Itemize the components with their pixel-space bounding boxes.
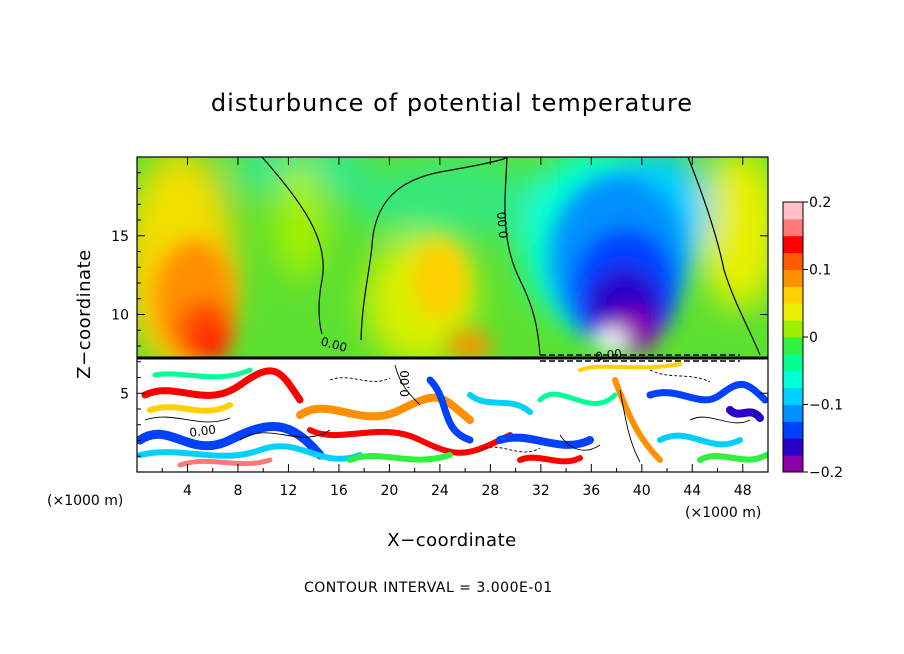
colorbar-swatch: [783, 370, 803, 389]
colorbar-swatch: [783, 320, 803, 338]
colorbar-swatch: [783, 337, 803, 355]
colorbar-swatch: [783, 438, 803, 456]
contour-interval-text: CONTOUR INTERVAL = 3.000E-01: [304, 580, 553, 596]
interface-line: 0.00: [137, 346, 768, 364]
svg-text:0.00: 0.00: [319, 334, 348, 354]
colorbar-swatch: [783, 286, 803, 304]
x-tick-label: 20: [380, 483, 398, 499]
colorbar-tick-label: −0.2: [809, 465, 843, 481]
colorbar-tick-label: 0: [809, 330, 818, 346]
colorbar-swatch: [783, 455, 803, 473]
z-axis: 5 10 15: [111, 172, 768, 457]
x-axis: 4 8 12 16 20 24 28 32 36 40 44 48: [161, 157, 752, 499]
colorbar-swatch: [783, 269, 803, 287]
colorbar-swatch: [783, 404, 803, 422]
colorbar: 0.2 0.1 0 −0.1 −0.2: [782, 195, 843, 481]
svg-text:0.00: 0.00: [398, 370, 412, 397]
x-tick-label: 40: [633, 483, 651, 499]
colorbar-tick-label: 0.2: [809, 195, 831, 211]
svg-text:0.00: 0.00: [594, 346, 622, 364]
svg-text:0.00: 0.00: [188, 422, 216, 440]
colorbar-tick-label: 0.1: [809, 263, 831, 279]
colorbar-swatch: [783, 235, 803, 254]
x-tick-label: 8: [233, 483, 242, 499]
colorbar-swatch: [783, 387, 803, 405]
z-unit-label: (×1000 m): [47, 493, 123, 509]
x-tick-label: 48: [734, 483, 752, 499]
colorbar-swatch: [783, 218, 803, 237]
chart-title: disturbunce of potential temperature: [211, 89, 693, 117]
x-axis-label: X−coordinate: [387, 530, 516, 551]
x-tick-label: 24: [431, 483, 449, 499]
x-unit-label: (×1000 m): [685, 505, 761, 521]
x-tick-label: 28: [481, 483, 499, 499]
x-tick-label: 16: [330, 483, 348, 499]
colorbar-swatch: [783, 252, 803, 270]
z-tick-label: 15: [111, 229, 129, 245]
x-tick-label: 32: [532, 483, 550, 499]
colorbar-swatch: [783, 303, 803, 321]
colorbar-swatch: [783, 421, 803, 439]
z-tick-label: 5: [120, 386, 129, 402]
x-tick-label: 44: [683, 483, 701, 499]
lower-field: 0.00 0.00: [137, 358, 768, 473]
x-tick-label: 36: [582, 483, 600, 499]
z-tick-label: 10: [111, 308, 129, 324]
x-tick-label: 4: [183, 483, 192, 499]
upper-field: 0.00 0.00: [137, 157, 768, 360]
svg-text:0.00: 0.00: [495, 211, 511, 239]
colorbar-tick-label: −0.1: [809, 398, 843, 414]
z-axis-label: Z−coordinate: [74, 249, 95, 378]
colorbar-swatch: [783, 353, 803, 372]
colorbar-swatch: [783, 202, 803, 220]
x-tick-label: 12: [280, 483, 298, 499]
